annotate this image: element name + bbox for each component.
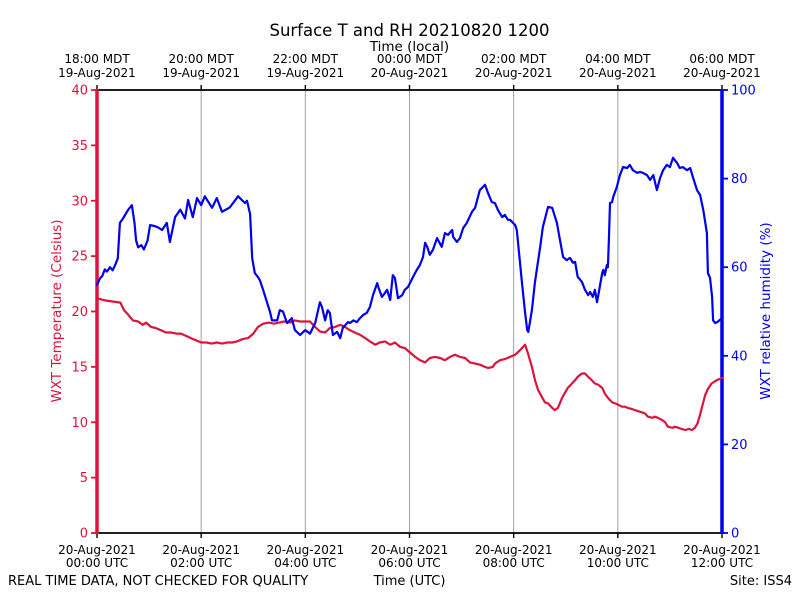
- right-tick-label: 60: [731, 261, 748, 276]
- bottom-axis-label: Time (UTC): [373, 574, 446, 589]
- top-tick-label-time: 04:00 MDT: [585, 52, 651, 66]
- top-tick-label-time: 20:00 MDT: [169, 52, 235, 66]
- right-tick-label: 40: [731, 349, 748, 364]
- top-tick-label-date: 20-Aug-2021: [371, 66, 449, 80]
- top-tick-label-date: 19-Aug-2021: [58, 66, 136, 80]
- right-tick-label: 80: [731, 172, 748, 187]
- left-tick-label: 5: [80, 471, 88, 486]
- bottom-tick-label-time: 02:00 UTC: [170, 556, 232, 570]
- bottom-tick-label-date: 20-Aug-2021: [475, 543, 553, 557]
- left-tick-label: 35: [71, 139, 88, 154]
- left-axis-label: WXT Temperature (Celsius): [49, 219, 65, 403]
- left-tick-label: 25: [71, 250, 88, 265]
- top-tick-label-time: 02:00 MDT: [481, 52, 547, 66]
- humidity-line: [95, 156, 724, 340]
- bottom-tick-label-date: 20-Aug-2021: [683, 543, 761, 557]
- left-tick-label: 40: [71, 84, 88, 99]
- bottom-tick-label-time: 12:00 UTC: [691, 556, 753, 570]
- site-label: Site: ISS4: [729, 574, 792, 589]
- left-tick-label: 10: [71, 416, 88, 431]
- bottom-tick-label-time: 06:00 UTC: [378, 556, 440, 570]
- bottom-tick-label-time: 04:00 UTC: [274, 556, 336, 570]
- left-tick-label: 0: [80, 527, 88, 542]
- bottom-tick-label-date: 20-Aug-2021: [58, 543, 136, 557]
- top-tick-label-date: 19-Aug-2021: [267, 66, 345, 80]
- left-tick-label: 15: [71, 360, 88, 375]
- chart-title: Surface T and RH 20210820 1200: [269, 21, 550, 40]
- right-tick-label: 0: [731, 527, 739, 542]
- top-tick-label-time: 06:00 MDT: [689, 52, 755, 66]
- right-axis-label: WXT relative humidity (%): [758, 222, 774, 400]
- temperature-line: [95, 297, 724, 432]
- top-tick-label-time: 00:00 MDT: [377, 52, 443, 66]
- right-tick-label: 20: [731, 438, 748, 453]
- bottom-tick-label-time: 00:00 UTC: [66, 556, 128, 570]
- top-tick-label-date: 20-Aug-2021: [683, 66, 761, 80]
- bottom-tick-label-date: 20-Aug-2021: [371, 543, 449, 557]
- top-tick-label-time: 22:00 MDT: [273, 52, 339, 66]
- disclaimer-text: REAL TIME DATA, NOT CHECKED FOR QUALITY: [8, 574, 309, 589]
- top-axis-label: Time (local): [369, 39, 450, 55]
- top-tick-label-time: 18:00 MDT: [64, 52, 130, 66]
- left-tick-label: 20: [71, 305, 88, 320]
- bottom-tick-label-time: 10:00 UTC: [587, 556, 649, 570]
- bottom-tick-label-date: 20-Aug-2021: [579, 543, 657, 557]
- bottom-tick-label-date: 20-Aug-2021: [162, 543, 240, 557]
- top-tick-label-date: 20-Aug-2021: [475, 66, 553, 80]
- bottom-tick-label-time: 08:00 UTC: [483, 556, 545, 570]
- top-tick-label-date: 19-Aug-2021: [162, 66, 240, 80]
- bottom-tick-label-date: 20-Aug-2021: [267, 543, 345, 557]
- left-tick-label: 30: [71, 194, 88, 209]
- right-tick-label: 100: [731, 84, 756, 99]
- top-tick-label-date: 20-Aug-2021: [579, 66, 657, 80]
